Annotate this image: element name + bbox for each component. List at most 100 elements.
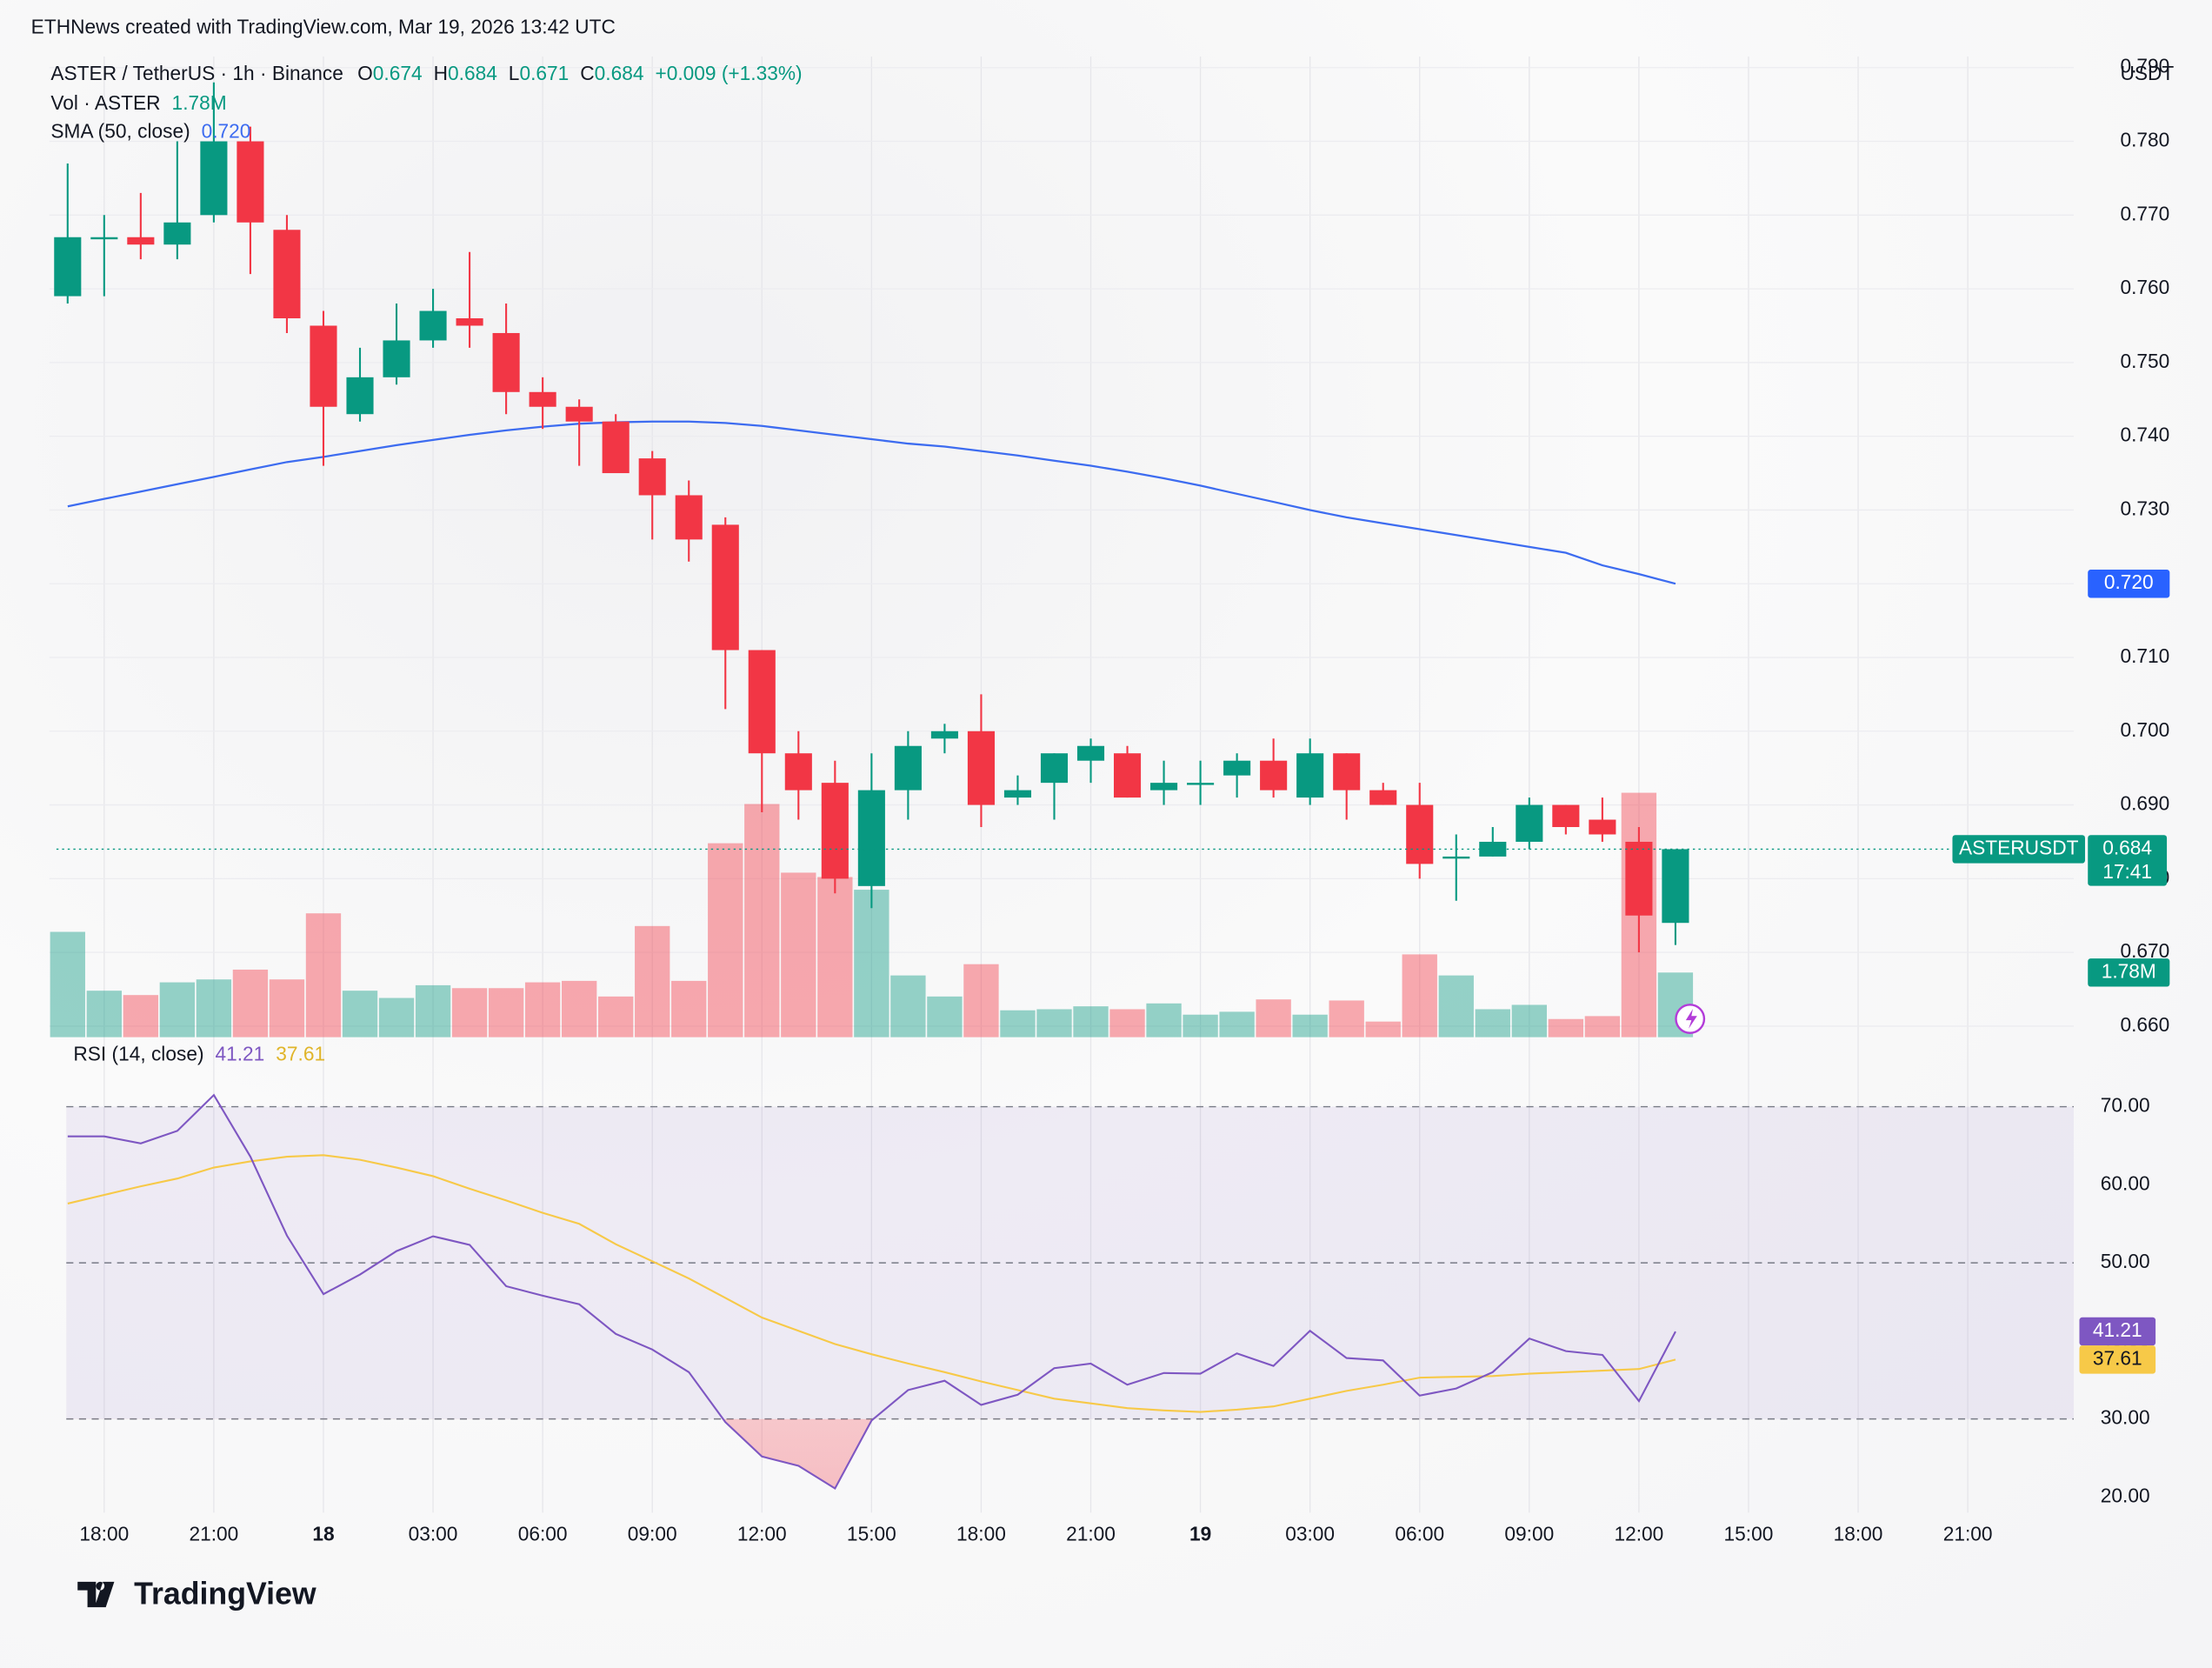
x-tick-label: 09:00 xyxy=(1504,1522,1554,1545)
rsi-label: RSI (14, close) xyxy=(73,1043,203,1065)
price-tag: 0.720 xyxy=(2104,570,2154,593)
volume-bar xyxy=(1146,1003,1182,1037)
volume-bar xyxy=(1548,1018,1584,1037)
volume-bar xyxy=(196,979,232,1037)
volume-bar xyxy=(123,995,159,1037)
candle-body xyxy=(200,141,228,216)
candle-body xyxy=(1003,790,1032,798)
y-tick-label: 0.660 xyxy=(2120,1013,2169,1036)
currency: USDT xyxy=(2120,62,2174,84)
candle-body xyxy=(273,230,301,319)
logo-text: TradingView xyxy=(134,1577,316,1611)
symbol-tag: ASTERUSDT xyxy=(1959,836,2079,858)
candle-body xyxy=(237,141,264,223)
candle-body xyxy=(821,783,849,879)
candle-body xyxy=(857,790,885,886)
volume-bar xyxy=(744,804,780,1037)
candle-body xyxy=(1625,841,1653,916)
volume-bar xyxy=(86,991,122,1037)
x-tick-label: 21:00 xyxy=(1066,1522,1116,1545)
volume-bar xyxy=(561,980,597,1037)
logo-icon xyxy=(77,1581,115,1608)
volume-bar xyxy=(1109,1009,1145,1037)
volume-bar xyxy=(963,964,999,1037)
volume-bar xyxy=(415,984,451,1037)
volume-bar xyxy=(488,988,524,1037)
candle-body xyxy=(1369,790,1397,805)
x-tick-label: 18 xyxy=(312,1522,334,1545)
volume-bar xyxy=(269,979,305,1037)
volume-value: 1.78M xyxy=(172,91,227,114)
volume-bar xyxy=(232,969,269,1037)
volume-bar xyxy=(671,980,707,1037)
volume-bar xyxy=(1438,975,1474,1037)
rsi-tag: 41.21 xyxy=(2093,1318,2142,1341)
candle-body xyxy=(90,237,118,240)
ohlc-key: O xyxy=(357,62,373,84)
candle-body xyxy=(1076,745,1105,761)
x-tick-label: 12:00 xyxy=(737,1522,787,1545)
volume-label: Vol · ASTER xyxy=(50,91,160,114)
candle-body xyxy=(1187,783,1215,785)
volume-bar xyxy=(1329,1000,1364,1037)
y-tick-label: 0.770 xyxy=(2120,202,2169,224)
candle-body xyxy=(383,340,410,377)
candle-body xyxy=(492,332,520,392)
candle-body xyxy=(894,745,922,791)
x-tick-label: 15:00 xyxy=(1724,1522,1774,1545)
candle-body xyxy=(1260,760,1288,791)
candle-body xyxy=(346,377,374,415)
price-tag: 1.78M xyxy=(2102,959,2156,982)
rsi-value: 41.21 xyxy=(216,1043,265,1065)
volume-bar xyxy=(1292,1014,1328,1037)
volume-bar xyxy=(781,872,816,1037)
rsi-legend: RSI (14, close) 41.21 37.61 xyxy=(73,1043,325,1065)
candle-body xyxy=(1662,849,1689,924)
x-tick-label: 21:00 xyxy=(189,1522,238,1545)
sma-label: SMA (50, close) xyxy=(50,120,190,143)
y-tick-label: 0.760 xyxy=(2120,276,2169,298)
rsi-ma-value: 37.61 xyxy=(276,1043,325,1065)
price-tag-box xyxy=(2088,835,2168,886)
x-tick-label: 03:00 xyxy=(409,1522,458,1545)
y-tick-label: 0.690 xyxy=(2120,792,2169,815)
x-tick-label: 12:00 xyxy=(1614,1522,1663,1545)
volume-bar xyxy=(378,997,415,1037)
volume-bar xyxy=(1475,1009,1510,1037)
candle-body xyxy=(419,310,447,341)
sma-legend: SMA (50, close) 0.720 xyxy=(50,120,250,143)
rsi-line xyxy=(67,1093,1676,1490)
ohlc-key: H xyxy=(434,62,448,84)
rsi-tick-label: 30.00 xyxy=(2101,1406,2150,1429)
symbol-line: ASTER / TetherUS · 1h · Binance O0.674 H0.… xyxy=(50,62,802,84)
x-tick-label: 03:00 xyxy=(1285,1522,1335,1545)
ohlc-key: L xyxy=(509,62,520,84)
candle-body xyxy=(748,650,776,754)
volume-bar xyxy=(451,988,488,1037)
rsi-tag: 37.61 xyxy=(2093,1346,2142,1369)
y-tick-label: 0.670 xyxy=(2120,939,2169,962)
volume-bar xyxy=(1183,1014,1218,1037)
volume-bar xyxy=(927,996,963,1037)
candle-body xyxy=(638,458,666,496)
candle-body xyxy=(967,731,995,805)
volume-bar xyxy=(1511,1004,1547,1037)
volume-bar xyxy=(524,982,561,1037)
x-tick-label: 18:00 xyxy=(1834,1522,1883,1545)
change: +0.009 (+1.33%) xyxy=(655,62,802,84)
x-tick-label: 18:00 xyxy=(956,1522,1006,1545)
rsi-tag-box xyxy=(2079,1345,2156,1374)
candle-body xyxy=(784,753,812,791)
volume-bar xyxy=(342,991,378,1037)
y-tick-label: 0.700 xyxy=(2120,718,2169,741)
y-tick-label: 0.730 xyxy=(2120,497,2169,519)
volume-bar xyxy=(817,877,853,1037)
y-tick-label: 0.790 xyxy=(2120,55,2169,77)
candle-body xyxy=(1150,783,1178,791)
replay-icon xyxy=(1675,1004,1706,1034)
volume-bar xyxy=(854,890,889,1037)
y-tick-label: 0.740 xyxy=(2120,424,2169,446)
rsi-tick-label: 70.00 xyxy=(2101,1094,2150,1117)
